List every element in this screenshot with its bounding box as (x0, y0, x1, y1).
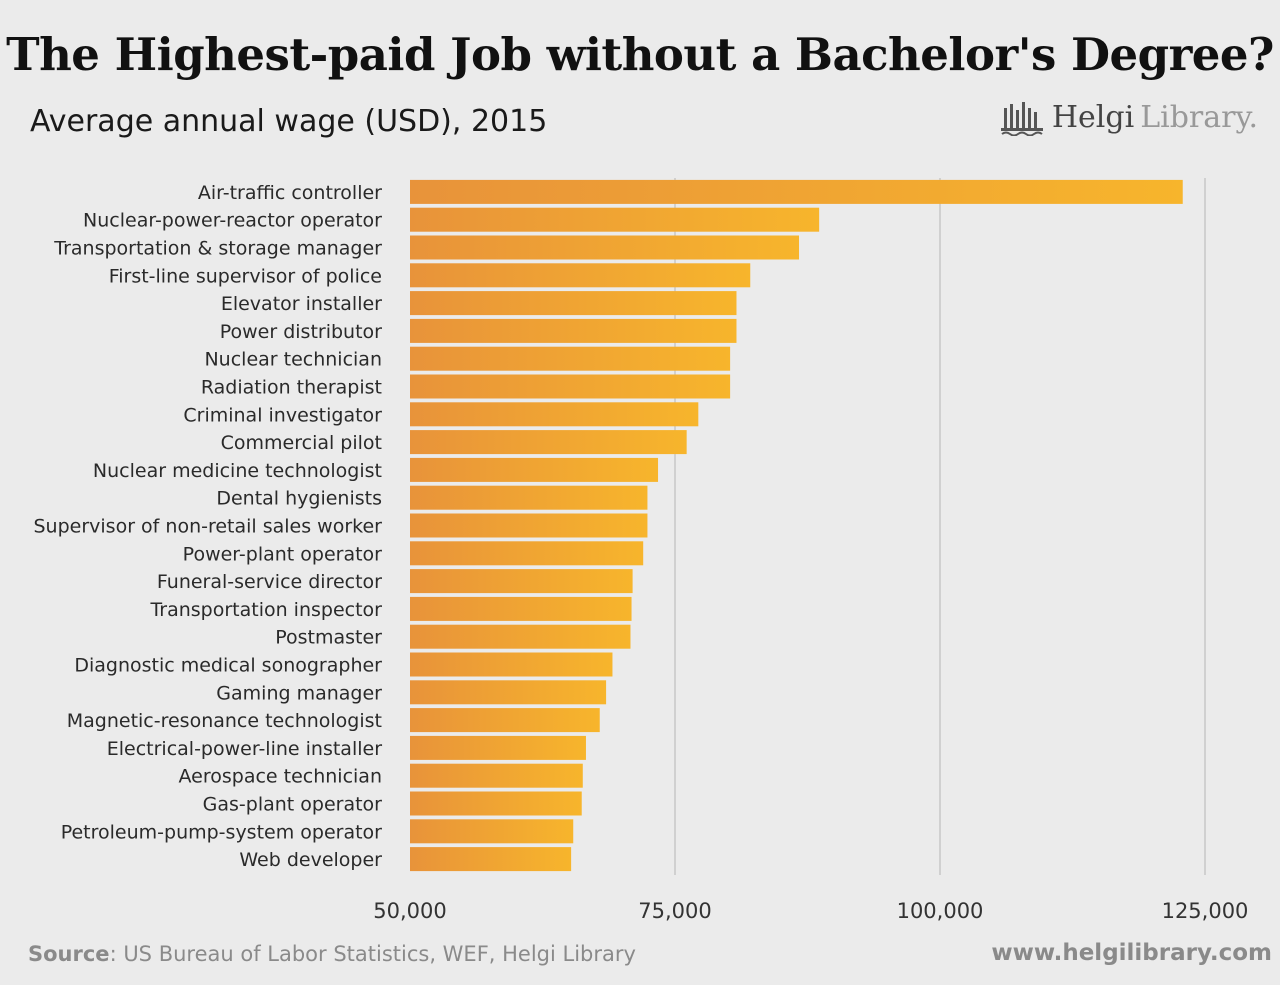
category-label: Supervisor of non-retail sales worker (33, 516, 382, 538)
category-label: Diagnostic medical sonographer (74, 655, 382, 677)
bar (410, 263, 751, 288)
logo-text-strong: Helgi (1051, 99, 1135, 135)
x-tick-label: 75,000 (638, 899, 711, 923)
category-label: Magnetic-resonance technologist (67, 710, 382, 732)
bar (410, 819, 574, 844)
bar (410, 374, 731, 399)
category-label: Web developer (239, 849, 382, 871)
bar (410, 430, 687, 455)
bars (410, 179, 1183, 872)
category-label: Dental hygienists (216, 488, 382, 510)
category-label: Elevator installer (221, 293, 382, 315)
bar (410, 763, 583, 788)
bar (410, 318, 737, 343)
bar (410, 541, 644, 566)
gridlines (674, 178, 1206, 875)
bar (410, 346, 731, 371)
bar (410, 179, 1183, 204)
category-label: Nuclear-power-reactor operator (83, 210, 382, 232)
bar (410, 624, 631, 649)
bar (410, 708, 600, 733)
category-label: Aerospace technician (178, 766, 382, 788)
x-tick-label: 100,000 (897, 899, 984, 923)
bar (410, 513, 648, 538)
category-label: Nuclear medicine technologist (93, 460, 382, 482)
x-tick-label: 50,000 (373, 899, 446, 923)
category-label: Postmaster (275, 627, 382, 649)
bar (410, 847, 572, 872)
website-link[interactable]: www.helgilibrary.com (991, 940, 1272, 966)
category-label: Electrical-power-line installer (107, 738, 382, 760)
category-label: Radiation therapist (201, 377, 382, 399)
category-label: Air-traffic controller (198, 182, 382, 204)
bar (410, 569, 633, 594)
category-labels: Air-traffic controller Nuclear-power-reac… (33, 182, 382, 871)
bar (410, 235, 800, 260)
bar (410, 457, 659, 482)
bar (410, 207, 820, 232)
bar (410, 596, 632, 621)
bar (410, 291, 737, 316)
logo-text-light: Library. (1140, 99, 1258, 135)
category-label: Transportation & storage manager (53, 238, 382, 260)
chart-title: The Highest-paid Job without a Bachelor'… (6, 28, 1274, 81)
category-label: Commercial pilot (221, 432, 382, 454)
bar (410, 402, 699, 427)
bar (410, 735, 586, 760)
source-note: Source: US Bureau of Labor Statistics, W… (28, 942, 636, 966)
source-label: Source (28, 942, 110, 966)
category-label: Petroleum-pump-system operator (61, 821, 382, 843)
x-tick-label: 125,000 (1162, 899, 1249, 923)
bar (410, 791, 582, 816)
bar (410, 652, 613, 677)
category-label: Power-plant operator (183, 543, 383, 565)
category-label: Criminal investigator (183, 404, 382, 426)
source-text: : US Bureau of Labor Statistics, WEF, He… (109, 942, 636, 966)
bar (410, 680, 607, 705)
category-label: Funeral-service director (157, 571, 382, 593)
helgi-library-logo: Helgi Library. (1000, 98, 1258, 136)
x-axis-ticks: 50,000 75,000 100,000 125,000 (373, 899, 1248, 923)
chart-subtitle: Average annual wage (USD), 2015 (30, 104, 548, 139)
building-icon (1000, 102, 1043, 136)
bar (410, 485, 648, 510)
category-label: Transportation inspector (149, 599, 382, 621)
category-label: Nuclear technician (204, 349, 382, 371)
category-label: Gaming manager (216, 682, 382, 704)
category-label: Power distributor (220, 321, 382, 343)
category-label: First-line supervisor of police (109, 265, 382, 287)
category-label: Gas-plant operator (203, 794, 383, 816)
